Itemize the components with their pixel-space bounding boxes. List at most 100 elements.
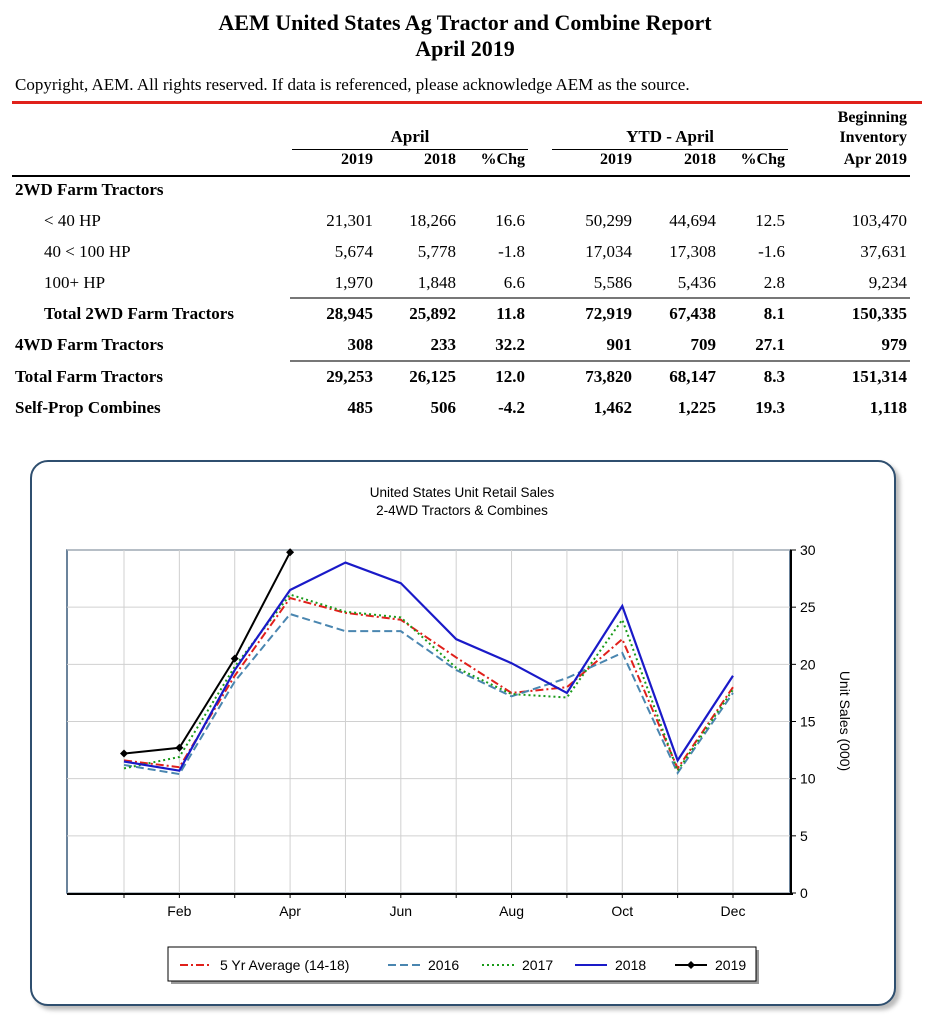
legend-label: 2018 (615, 957, 646, 973)
y-tick-label: 30 (800, 542, 816, 558)
data-point-marker (230, 654, 239, 663)
report-title: AEM United States Ag Tractor and Combine… (218, 10, 712, 35)
report-subtitle: April 2019 (415, 36, 515, 61)
table-cell: 73,820 (585, 367, 632, 386)
table-cell: 1,225 (677, 398, 716, 417)
series-line-2019 (123, 551, 291, 755)
table-cell: 506 (430, 398, 457, 417)
table-cell: 901 (606, 335, 633, 354)
x-tick-label: Jun (390, 903, 413, 919)
row-label: Total Farm Tractors (15, 367, 163, 386)
table-cell: 979 (881, 335, 908, 354)
table-cell: 37,631 (860, 242, 907, 261)
table-cell: 2.8 (763, 273, 785, 292)
series-line-2016 (123, 612, 734, 776)
copyright-notice: Copyright, AEM. All rights reserved. If … (15, 75, 690, 94)
table-cell: 1,970 (334, 273, 373, 292)
column-header: 2019 (341, 151, 373, 168)
column-header: Apr 2019 (843, 151, 907, 168)
x-tick-label: Oct (611, 903, 633, 919)
series-line-2018 (123, 561, 734, 772)
table-cell: 17,034 (585, 242, 632, 261)
y-tick-label: 10 (800, 771, 816, 787)
row-label: Total 2WD Farm Tractors (44, 304, 234, 323)
y-tick-label: 15 (800, 714, 816, 730)
table-cell: 12.0 (495, 367, 525, 386)
column-header: %Chg (480, 151, 525, 168)
table-cell: 50,299 (585, 211, 632, 230)
table-cell: 16.6 (495, 211, 525, 230)
table-cell: 151,314 (851, 367, 907, 386)
table-cell: 26,125 (409, 367, 456, 386)
x-tick-label: Dec (721, 903, 746, 919)
table-cell: 32.2 (495, 335, 525, 354)
table-cell: 17,308 (669, 242, 716, 261)
table-cell: 1,118 (869, 398, 907, 417)
table-cell: 1,462 (593, 398, 632, 417)
legend-marker (687, 961, 695, 969)
table-cell: 72,919 (585, 304, 632, 323)
table-cell: 5,674 (334, 242, 373, 261)
series-line-2017 (123, 593, 734, 773)
legend-label: 5 Yr Average (14-18) (220, 957, 349, 973)
inventory-header-line1: Beginning (837, 109, 907, 126)
table-cell: 25,892 (409, 304, 456, 323)
row-label: 100+ HP (44, 273, 106, 292)
y-tick-label: 5 (800, 828, 808, 844)
data-point-marker (120, 749, 128, 758)
table-cell: 44,694 (669, 211, 716, 230)
row-label: < 40 HP (44, 211, 101, 230)
table-cell: 150,335 (851, 304, 907, 323)
table-cell: 9,234 (868, 273, 907, 292)
table-cell: 6.6 (503, 273, 525, 292)
ytd-group-header: YTD - April (626, 127, 714, 146)
table-cell: 12.5 (755, 211, 785, 230)
table-cell: 5,778 (417, 242, 456, 261)
table-cell: 5,436 (677, 273, 716, 292)
data-point-marker (286, 548, 295, 557)
legend-label: 2017 (522, 957, 553, 973)
table-cell: 1,848 (417, 273, 456, 292)
table-cell: 8.1 (763, 304, 785, 323)
table-cell: 27.1 (755, 335, 785, 354)
chart-subtitle: 2-4WD Tractors & Combines (376, 503, 548, 518)
column-header: %Chg (740, 151, 785, 168)
table-cell: 28,945 (326, 304, 373, 323)
table-cell: 485 (347, 398, 374, 417)
table-cell: 8.3 (763, 367, 785, 386)
inventory-header-line2: Inventory (839, 129, 907, 146)
y-tick-label: 0 (800, 885, 808, 901)
row-label: 4WD Farm Tractors (15, 335, 164, 354)
table-cell: 709 (690, 335, 717, 354)
row-label: Self-Prop Combines (15, 398, 161, 417)
table-cell: 29,253 (326, 367, 373, 386)
legend-label: 2016 (428, 957, 459, 973)
table-cell: -1.8 (498, 242, 525, 261)
table-cell: 103,470 (851, 211, 907, 230)
table-cell: 21,301 (326, 211, 373, 230)
y-axis-label: Unit Sales (000) (837, 671, 853, 771)
table-cell: -1.6 (758, 242, 785, 261)
legend: 5 Yr Average (14-18) 2016 2017 2018 2019 (167, 946, 759, 984)
red-divider (12, 101, 922, 104)
table-cell: 308 (347, 335, 374, 354)
column-header: 2018 (424, 151, 456, 168)
table-cell: 11.8 (496, 304, 525, 323)
april-group-header: April (390, 127, 430, 146)
x-tick-label: Feb (167, 903, 191, 919)
x-tick-label: Apr (279, 903, 301, 919)
legend-label: 2019 (715, 957, 746, 973)
column-header: 2019 (600, 151, 632, 168)
series-line-5-yr-average-14-18- (123, 596, 734, 771)
section-2wd-farm-tractors: 2WD Farm Tractors (15, 180, 164, 199)
x-tick-label: Aug (499, 903, 524, 919)
chart-title: United States Unit Retail Sales (370, 485, 555, 500)
column-header: 2018 (684, 151, 716, 168)
table-cell: 5,586 (593, 273, 632, 292)
table-cell: 68,147 (669, 367, 716, 386)
y-tick-label: 25 (800, 599, 816, 615)
table-cell: 233 (430, 335, 457, 354)
table-cell: -4.2 (498, 398, 525, 417)
table-cell: 67,438 (669, 304, 716, 323)
